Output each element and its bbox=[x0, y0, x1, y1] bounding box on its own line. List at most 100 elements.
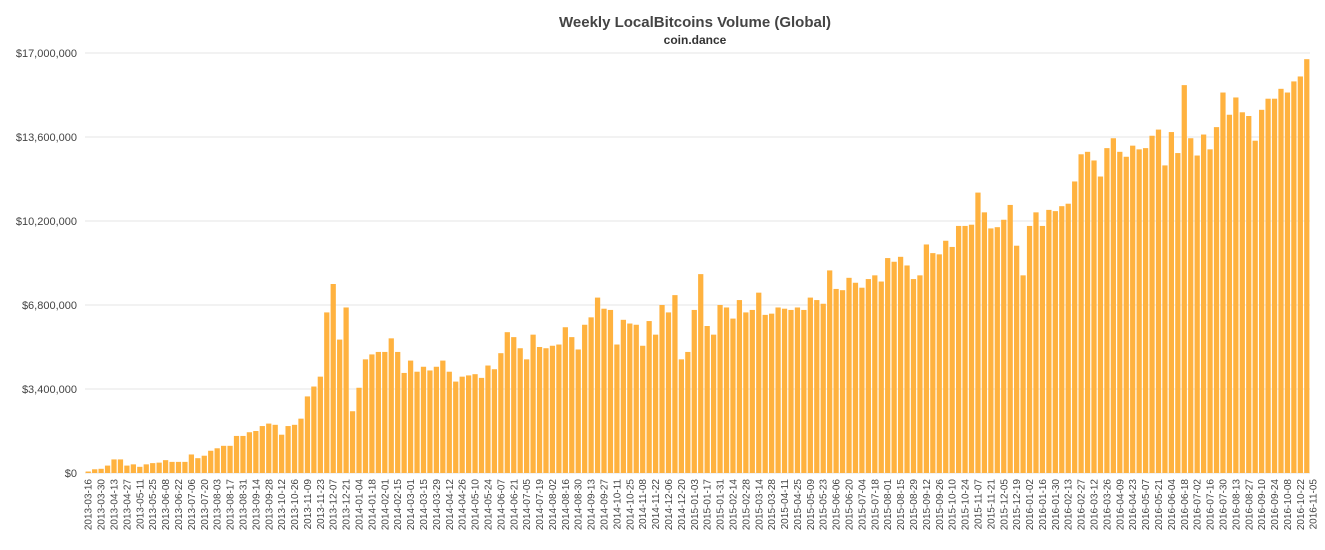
bar[interactable] bbox=[227, 445, 233, 473]
bar[interactable] bbox=[1001, 219, 1007, 473]
bar[interactable] bbox=[775, 307, 781, 473]
bar[interactable] bbox=[1162, 165, 1168, 473]
bar[interactable] bbox=[1239, 112, 1245, 473]
bar[interactable] bbox=[1097, 176, 1104, 473]
bar[interactable] bbox=[85, 471, 91, 473]
bar[interactable] bbox=[1291, 81, 1297, 473]
bar[interactable] bbox=[343, 307, 349, 473]
bar[interactable] bbox=[92, 469, 98, 473]
bar[interactable] bbox=[472, 374, 478, 473]
bar[interactable] bbox=[794, 307, 801, 473]
bar[interactable] bbox=[575, 349, 581, 473]
bar[interactable] bbox=[665, 312, 672, 473]
bar[interactable] bbox=[620, 319, 626, 473]
bar[interactable] bbox=[1078, 154, 1084, 474]
bar[interactable] bbox=[259, 426, 265, 473]
bar[interactable] bbox=[246, 432, 253, 473]
bar[interactable] bbox=[833, 288, 839, 473]
bar[interactable] bbox=[195, 458, 201, 473]
bar[interactable] bbox=[1304, 59, 1310, 474]
bar[interactable] bbox=[1033, 212, 1039, 473]
bar[interactable] bbox=[1130, 145, 1136, 473]
bar[interactable] bbox=[1226, 114, 1233, 473]
bar[interactable] bbox=[272, 424, 278, 473]
bar[interactable] bbox=[543, 348, 549, 473]
bar[interactable] bbox=[214, 448, 220, 473]
bar[interactable] bbox=[1020, 275, 1026, 473]
bar[interactable] bbox=[524, 359, 530, 473]
bar[interactable] bbox=[330, 284, 336, 473]
bar[interactable] bbox=[414, 371, 420, 473]
bar[interactable] bbox=[485, 365, 491, 473]
bar[interactable] bbox=[536, 347, 543, 473]
bar[interactable] bbox=[562, 327, 568, 473]
bar[interactable] bbox=[781, 308, 788, 473]
bar[interactable] bbox=[459, 376, 465, 473]
bar[interactable] bbox=[1007, 204, 1013, 473]
bar[interactable] bbox=[1149, 135, 1155, 473]
bar[interactable] bbox=[607, 309, 614, 473]
bar[interactable] bbox=[511, 337, 517, 473]
bar[interactable] bbox=[569, 337, 575, 473]
bar[interactable] bbox=[594, 297, 601, 473]
bar[interactable] bbox=[917, 275, 923, 473]
bar[interactable] bbox=[369, 354, 375, 473]
bar[interactable] bbox=[717, 305, 723, 473]
bar[interactable] bbox=[1084, 151, 1091, 473]
bar[interactable] bbox=[814, 300, 820, 473]
bar[interactable] bbox=[104, 465, 111, 473]
bar[interactable] bbox=[356, 387, 362, 473]
bar[interactable] bbox=[1271, 98, 1278, 474]
bar[interactable] bbox=[498, 353, 504, 473]
bar[interactable] bbox=[878, 281, 884, 473]
bar[interactable] bbox=[633, 324, 639, 473]
bar[interactable] bbox=[1207, 149, 1213, 473]
bar[interactable] bbox=[337, 339, 343, 473]
bar[interactable] bbox=[530, 334, 536, 473]
bar[interactable] bbox=[304, 396, 311, 473]
bar[interactable] bbox=[904, 265, 910, 473]
bar[interactable] bbox=[981, 212, 988, 473]
bar[interactable] bbox=[1136, 149, 1142, 473]
bar[interactable] bbox=[859, 287, 865, 473]
bar[interactable] bbox=[1014, 245, 1020, 473]
bar[interactable] bbox=[652, 334, 659, 473]
bar[interactable] bbox=[994, 227, 1000, 473]
bar[interactable] bbox=[936, 254, 942, 473]
bar[interactable] bbox=[117, 459, 124, 473]
bar[interactable] bbox=[1181, 85, 1187, 474]
bar[interactable] bbox=[955, 225, 962, 473]
bar[interactable] bbox=[659, 305, 665, 473]
bar[interactable] bbox=[182, 461, 188, 473]
bar[interactable] bbox=[698, 274, 704, 473]
bar[interactable] bbox=[388, 338, 394, 473]
bar[interactable] bbox=[291, 424, 298, 473]
bar[interactable] bbox=[839, 290, 846, 473]
bar[interactable] bbox=[240, 435, 246, 473]
bar[interactable] bbox=[556, 344, 562, 473]
bar[interactable] bbox=[1065, 203, 1071, 473]
bar[interactable] bbox=[827, 270, 833, 473]
bar[interactable] bbox=[910, 279, 917, 473]
bar[interactable] bbox=[769, 313, 775, 473]
bar[interactable] bbox=[1104, 148, 1110, 473]
bar[interactable] bbox=[143, 464, 149, 473]
bar[interactable] bbox=[975, 192, 981, 473]
bar[interactable] bbox=[1194, 155, 1200, 473]
bar[interactable] bbox=[762, 314, 768, 473]
bar[interactable] bbox=[395, 351, 401, 473]
bar[interactable] bbox=[298, 418, 304, 473]
bar[interactable] bbox=[588, 317, 594, 473]
bar[interactable] bbox=[885, 258, 891, 473]
bar[interactable] bbox=[440, 360, 446, 473]
bar[interactable] bbox=[549, 345, 556, 473]
bar[interactable] bbox=[150, 463, 156, 473]
bar[interactable] bbox=[1200, 134, 1207, 473]
bar[interactable] bbox=[1091, 160, 1097, 473]
bar[interactable] bbox=[401, 372, 407, 473]
bar[interactable] bbox=[788, 309, 794, 473]
bar[interactable] bbox=[98, 468, 104, 473]
bar[interactable] bbox=[1168, 132, 1175, 473]
bar[interactable] bbox=[923, 244, 930, 473]
bar[interactable] bbox=[1142, 148, 1149, 473]
